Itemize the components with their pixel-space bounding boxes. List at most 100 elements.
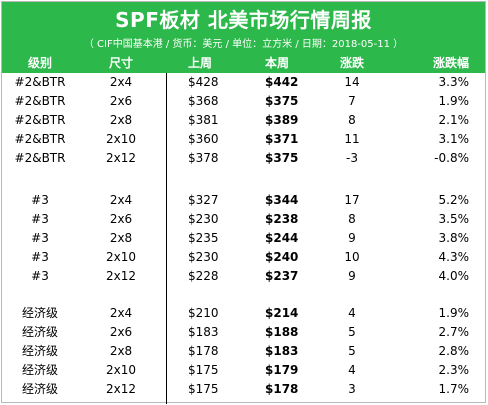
cell-last-week: $360 <box>188 132 219 146</box>
cell-change-pct: 3.5% <box>438 212 470 226</box>
cell-size: 2x12 <box>105 269 136 283</box>
cell-grade: #2&BTR <box>14 94 66 108</box>
cell-grade: 经济级 <box>21 363 58 377</box>
cell-last-week: $235 <box>188 231 219 245</box>
table-row: #3 2x4 $327 $344 17 5.2% <box>2 191 485 210</box>
cell-grade: #2&BTR <box>14 151 66 165</box>
cell-this-week: $389 <box>265 113 299 127</box>
table-row: #2&BTR 2x8 $381 $389 8 2.1% <box>2 111 485 130</box>
table-row: #3 2x8 $235 $244 9 3.8% <box>2 229 485 248</box>
cell-grade: #3 <box>31 212 49 226</box>
cell-change-pct: -0.8% <box>434 151 469 165</box>
cell-change: 11 <box>344 132 360 146</box>
cell-this-week: $179 <box>265 363 299 377</box>
table-row: #2&BTR 2x6 $368 $375 7 1.9% <box>2 92 485 111</box>
table-row: #3 2x10 $230 $240 10 4.3% <box>2 248 485 267</box>
cell-size: 2x8 <box>109 113 133 127</box>
cell-last-week: $228 <box>188 269 219 283</box>
cell-change-pct: 3.1% <box>438 132 470 146</box>
table-row: #3 2x12 $228 $237 9 4.0% <box>2 267 485 286</box>
cell-this-week: $240 <box>265 250 299 264</box>
column-header-last-week: 上周 <box>188 56 213 70</box>
cell-grade: #2&BTR <box>14 75 66 89</box>
cell-this-week: $375 <box>265 151 299 165</box>
cell-size: 2x10 <box>105 250 136 264</box>
cell-grade: #3 <box>31 193 49 207</box>
cell-this-week: $375 <box>265 94 299 108</box>
cell-change-pct: 4.3% <box>438 250 470 264</box>
cell-change-pct: 5.2% <box>438 193 470 207</box>
table-row: 经济级 2x6 $183 $188 5 2.7% <box>2 323 485 342</box>
cell-grade: 经济级 <box>21 325 58 339</box>
cell-last-week: $183 <box>188 325 219 339</box>
cell-last-week: $327 <box>188 193 219 207</box>
cell-grade: 经济级 <box>21 344 58 358</box>
column-header-grade: 级别 <box>27 56 52 70</box>
report-header: SPF板材 北美市场行情周报 （ CIF中国基本港 / 货币：美元 / 单位：立… <box>2 2 485 73</box>
table-row: #2&BTR 2x12 $378 $375 -3 -0.8% <box>2 149 485 168</box>
cell-this-week: $244 <box>265 231 299 245</box>
cell-size: 2x8 <box>109 231 133 245</box>
cell-size: 2x4 <box>109 193 133 207</box>
cell-change: 7 <box>348 94 356 108</box>
table-row: 经济级 2x10 $175 $179 4 2.3% <box>2 361 485 380</box>
table-row: #2&BTR 2x4 $428 $442 14 3.3% <box>2 73 485 92</box>
cell-this-week: $371 <box>265 132 299 146</box>
cell-change: 8 <box>348 113 356 127</box>
cell-size: 2x4 <box>109 306 133 320</box>
cell-size: 2x10 <box>105 132 136 146</box>
cell-change: 17 <box>344 193 360 207</box>
cell-change-pct: 2.8% <box>438 344 470 358</box>
cell-change: 8 <box>348 212 356 226</box>
cell-this-week: $238 <box>265 212 299 226</box>
report-title: SPF板材 北美市场行情周报 <box>115 8 372 32</box>
cell-last-week: $178 <box>188 344 219 358</box>
cell-change-pct: 2.7% <box>438 325 470 339</box>
table-row: 经济级 2x8 $178 $183 5 2.8% <box>2 342 485 361</box>
cell-this-week: $344 <box>265 193 299 207</box>
cell-change-pct: 1.9% <box>438 94 470 108</box>
cell-change: 5 <box>348 344 356 358</box>
cell-change-pct: 2.3% <box>438 363 470 377</box>
column-header-size: 尺寸 <box>108 56 133 70</box>
cell-change-pct: 4.0% <box>438 269 470 283</box>
table-row: #3 2x6 $230 $238 8 3.5% <box>2 210 485 229</box>
table-row: #2&BTR 2x10 $360 $371 11 3.1% <box>2 130 485 149</box>
cell-size: 2x12 <box>105 382 136 396</box>
cell-this-week: $237 <box>265 269 299 283</box>
cell-change: 9 <box>348 269 356 283</box>
column-header-this-week: 本周 <box>265 56 290 70</box>
cell-change: -3 <box>346 151 358 165</box>
cell-last-week: $175 <box>188 382 219 396</box>
cell-last-week: $175 <box>188 363 219 377</box>
cell-last-week: $378 <box>188 151 219 165</box>
column-header-change: 涨跌 <box>339 56 364 70</box>
cell-change: 9 <box>348 231 356 245</box>
cell-change: 4 <box>348 306 356 320</box>
cell-change-pct: 3.8% <box>438 231 470 245</box>
cell-grade: #3 <box>31 250 49 264</box>
cell-this-week: $214 <box>265 306 299 320</box>
table-row: 经济级 2x4 $210 $214 4 1.9% <box>2 304 485 323</box>
column-header-change-pct: 涨跌幅 <box>432 56 469 70</box>
cell-grade: #3 <box>31 231 49 245</box>
cell-grade: #3 <box>31 269 49 283</box>
cell-last-week: $210 <box>188 306 219 320</box>
cell-last-week: $368 <box>188 94 219 108</box>
cell-grade: 经济级 <box>21 382 58 396</box>
cell-size: 2x4 <box>109 75 133 89</box>
cell-change-pct: 1.7% <box>438 382 470 396</box>
cell-grade: #2&BTR <box>14 132 66 146</box>
cell-change-pct: 2.1% <box>438 113 470 127</box>
cell-change: 10 <box>344 250 360 264</box>
report-subtitle: （ CIF中国基本港 / 货币：美元 / 单位：立方米 / 日期：2018-05… <box>83 39 404 50</box>
cell-size: 2x12 <box>105 151 136 165</box>
cell-size: 2x6 <box>109 94 133 108</box>
cell-change: 3 <box>348 382 356 396</box>
cell-last-week: $230 <box>188 212 219 226</box>
cell-size: 2x6 <box>109 212 133 226</box>
cell-size: 2x6 <box>109 325 133 339</box>
table-row: 经济级 2x12 $175 $178 3 1.7% <box>2 380 485 399</box>
cell-grade: 经济级 <box>21 306 58 320</box>
cell-change-pct: 3.3% <box>438 75 470 89</box>
